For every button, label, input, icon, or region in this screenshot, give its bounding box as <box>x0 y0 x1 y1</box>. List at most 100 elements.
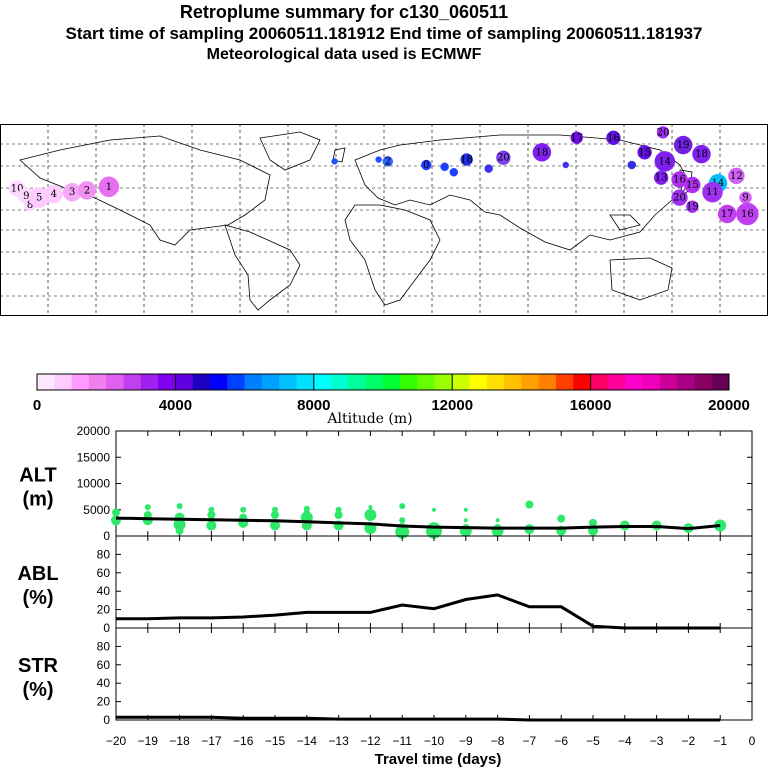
plume-marker <box>98 176 120 198</box>
colorbar-cell <box>88 374 107 390</box>
plume-marker-label: 10 <box>11 184 24 195</box>
y-tick-label: 10000 <box>77 477 111 491</box>
plume-marker <box>460 153 473 166</box>
y-tick-label: 5000 <box>83 503 110 517</box>
series-line <box>116 715 721 722</box>
colorbar-cell <box>192 374 211 390</box>
colorbar-cell <box>486 374 505 390</box>
plume-marker <box>736 202 759 226</box>
plume-marker <box>654 151 676 172</box>
plume-marker <box>684 176 701 194</box>
colorbar-tick-label: 20000 <box>708 397 750 414</box>
continent-outline <box>354 134 691 251</box>
plume-marker <box>671 189 688 206</box>
plume-marker-label: 14 <box>658 156 671 167</box>
colorbar-cell <box>538 374 557 390</box>
altitude-colorbar: 0 4000 8000 12000 16000 20000 Altitude (m) <box>33 373 750 427</box>
colorbar-cell <box>210 374 228 390</box>
plume-marker <box>331 158 338 165</box>
y-tick-label: 0 <box>103 713 110 727</box>
colorbar-tick-label: 12000 <box>431 397 473 414</box>
colorbar-tick-label: 4000 <box>159 397 192 414</box>
continent-outline <box>609 214 641 231</box>
x-tick-label: 0 <box>749 734 756 748</box>
colorbar-cell <box>400 374 418 390</box>
plume-marker <box>44 184 64 204</box>
colorbar-cell <box>279 374 297 390</box>
plume-marker-label: 15 <box>686 180 699 191</box>
colorbar-cell <box>140 374 159 390</box>
series-line <box>116 593 721 630</box>
colorbar-cell <box>158 374 176 390</box>
plume-marker <box>449 168 459 177</box>
colorbar-cell <box>383 374 401 390</box>
plume-marker <box>77 181 97 200</box>
colorbar-cell <box>625 374 643 390</box>
y-tick-label: 0 <box>103 621 110 635</box>
colorbar-cell <box>694 374 712 390</box>
colorbar-cell <box>348 374 366 390</box>
colorbar-cell <box>590 374 609 390</box>
altitude-point <box>144 504 151 511</box>
y-tick-label: 80 <box>97 639 111 653</box>
plume-marker-label: 3 <box>69 187 75 198</box>
colorbar-cell <box>37 374 55 390</box>
colorbar-cell <box>123 374 142 390</box>
x-tick-label: −8 <box>491 734 505 748</box>
plume-marker <box>627 160 637 170</box>
plume-marker <box>673 135 693 155</box>
altitude-point <box>176 503 183 510</box>
altitude-point <box>525 500 534 509</box>
colorbar-cell <box>659 374 678 390</box>
x-tick-label: −1 <box>713 734 727 748</box>
y-tick-label: 60 <box>97 566 111 580</box>
altitude-median-line <box>115 516 721 531</box>
colorbar-cell <box>261 374 280 390</box>
y-axis-label: ALT <box>19 465 56 487</box>
plume-marker-label: 4 <box>51 189 57 200</box>
altitude-point <box>399 517 406 524</box>
colorbar-cell <box>71 374 90 390</box>
colorbar-cell <box>331 374 349 390</box>
altitude-point <box>368 505 373 510</box>
altitude-point <box>495 518 500 523</box>
altitude-point <box>432 507 436 512</box>
y-tick-label: 40 <box>97 584 111 598</box>
plume-marker-label: 17 <box>721 209 734 220</box>
plume-marker-label: 20 <box>657 127 670 138</box>
colorbar-cell <box>434 374 453 390</box>
continent-outline <box>609 257 673 301</box>
plume-marker <box>421 159 432 171</box>
plume-marker <box>532 143 552 162</box>
y-axis-unit: (%) <box>22 587 53 609</box>
x-tick-label: −14 <box>297 734 318 748</box>
y-axis-unit: (%) <box>22 679 53 701</box>
colorbar-cell <box>175 374 193 390</box>
colorbar-cell <box>469 374 488 390</box>
altitude-point <box>303 509 310 516</box>
plume-marker-label: 16 <box>607 133 620 144</box>
y-tick-label: 20 <box>97 695 111 709</box>
colorbar-cell <box>417 374 436 390</box>
panel-alt: 0 5000 10000 15000 20000 ALT(m) <box>19 424 753 543</box>
plume-marker-label: 17 <box>570 133 583 144</box>
x-axis-label: Travel time (days) <box>375 751 502 768</box>
plume-marker <box>375 156 382 163</box>
colorbar-cell <box>556 374 574 390</box>
x-tick-label: −16 <box>233 734 254 748</box>
plume-marker-label: 20 <box>497 153 510 164</box>
x-tick-label: −18 <box>169 734 190 748</box>
x-tick-label: −19 <box>138 734 159 748</box>
altitude-point <box>143 511 152 519</box>
y-tick-label: 20000 <box>77 424 111 438</box>
continent-outline <box>19 135 271 246</box>
colorbar-cell <box>504 374 522 390</box>
y-tick-label: 0 <box>103 529 110 543</box>
plume-marker-label: 11 <box>706 187 719 198</box>
plume-marker-label: 16 <box>741 209 754 220</box>
plume-marker <box>606 130 621 146</box>
plume-marker-label: 18 <box>460 155 473 166</box>
plume-marker-label: 8 <box>27 200 33 211</box>
y-tick-label: 60 <box>97 658 111 672</box>
